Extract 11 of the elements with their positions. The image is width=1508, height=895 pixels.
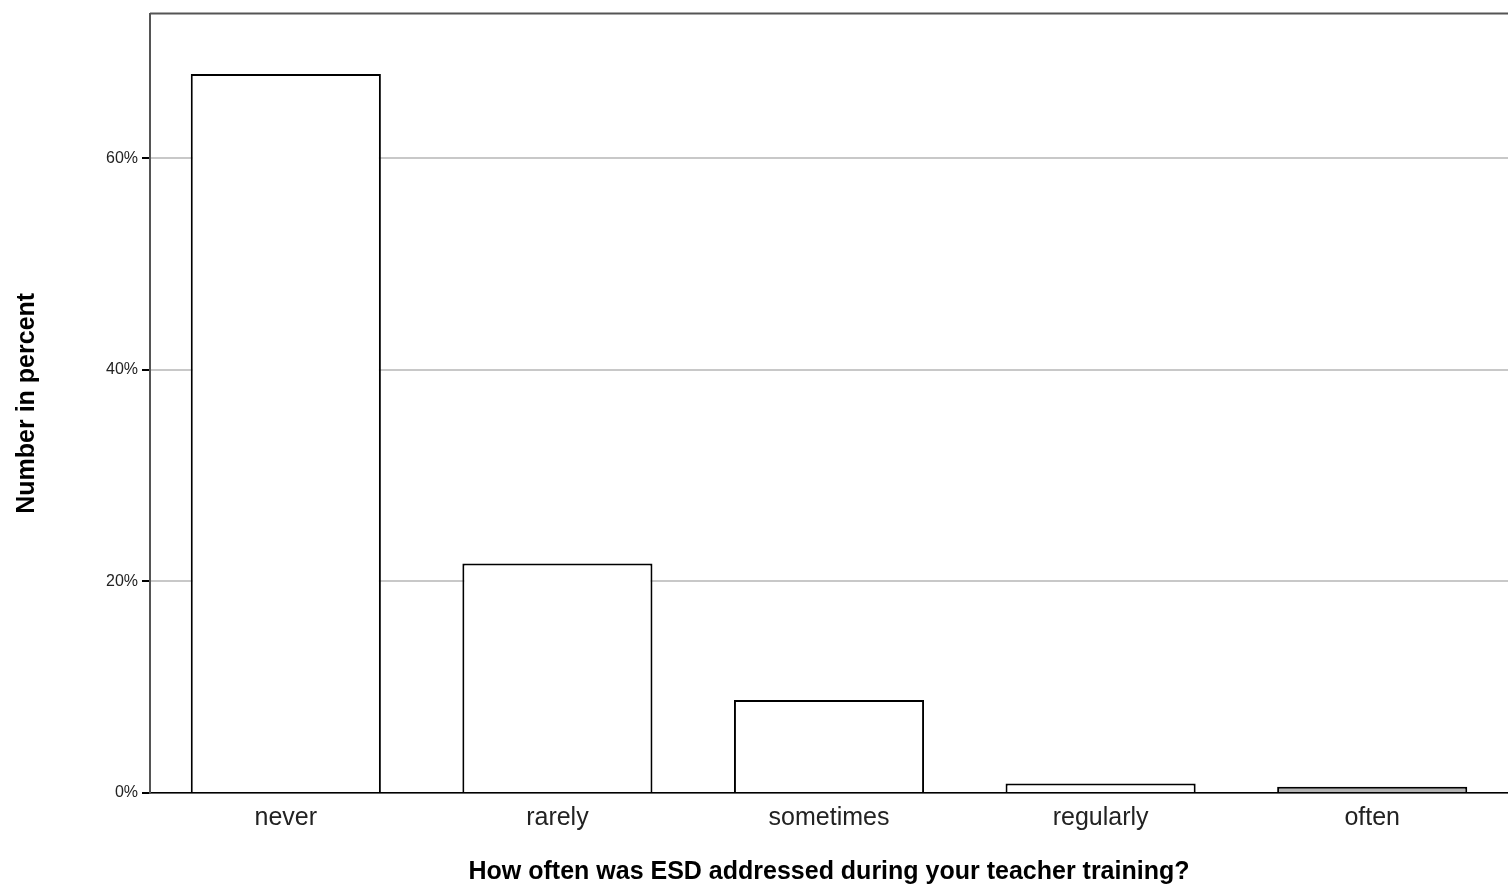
y-tick-label: 40%	[105, 360, 139, 378]
y-tick-label: 0%	[114, 783, 139, 801]
y-axis-title: Number in percent	[10, 292, 39, 514]
x-tick-label: sometimes	[768, 801, 890, 830]
y-tick-label: 60%	[105, 148, 139, 166]
x-tick-label: often	[1344, 801, 1401, 830]
y-tick-label: 20%	[105, 571, 139, 589]
x-tick-label: rarely	[526, 801, 590, 830]
x-axis-title: How often was ESD addressed during your teacher training?	[468, 855, 1190, 884]
x-tick-label: regularly	[1052, 801, 1150, 830]
x-tick-label: never	[254, 801, 318, 830]
